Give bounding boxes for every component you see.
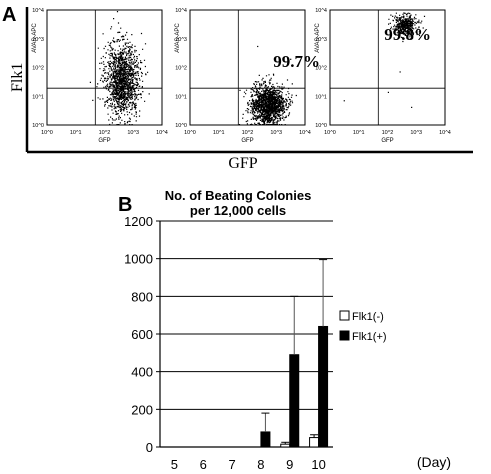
y-tick-label: 1000: [124, 252, 153, 267]
panel-b: B No. of Beating Colonies per 12,000 cel…: [118, 188, 451, 472]
stray-dot: [257, 45, 259, 48]
stray-dot: [399, 71, 401, 73]
y-tick-label: 10^2: [175, 66, 187, 72]
plot-y-axis-label: AVAS-APC: [315, 23, 321, 53]
legend-label-flk1-neg: Flk1(-): [352, 311, 384, 323]
x-tick-label: 10^0: [184, 130, 196, 136]
dot-cluster: [388, 12, 426, 43]
bar-flk1-neg-day-9: [280, 443, 291, 448]
legend-swatch-flk1-pos: [339, 330, 350, 341]
panel-a: A Flk1 GFP 10^010^010^110^110^210^210^31…: [2, 4, 473, 172]
percent-annotation: 99.8%: [384, 25, 431, 44]
dot-plot-1: 10^010^0 10^1 10^1 10^2 10^2 10^3 10^3 10^4 10^4…: [32, 8, 168, 144]
dot-plot-3: 10^010^0 10^1 10^1 10^2 10^2 10^3 10^3 10^4 10^4…: [315, 8, 451, 144]
x-tick-label: 7: [228, 457, 235, 472]
legend-label-flk1-pos: Flk1(+): [352, 331, 387, 343]
y-tick-label: 10^0: [32, 123, 44, 129]
stray-dot: [135, 113, 137, 115]
percent-annotation: 99.7%: [273, 52, 320, 71]
x-unit-label: (Day): [417, 454, 451, 470]
flow-cytometry-plots: 10^010^010^110^110^210^210^310^310^410^4…: [32, 8, 451, 144]
x-tick-label: 8: [257, 457, 264, 472]
x-tick-label: 9: [286, 457, 293, 472]
legend-swatch-flk1-neg: [339, 310, 350, 321]
stray-dot: [114, 86, 116, 88]
bar-flk1-pos-day-10: [318, 325, 329, 448]
y-tick-label: 10^0: [315, 123, 327, 129]
stray-dot: [343, 100, 345, 102]
stray-dot: [387, 91, 390, 93]
dot-plot-2: 10^010^0 10^1 10^1 10^2 10^2 10^3 10^3 10^4 10^4…: [175, 8, 320, 144]
x-tick-label: 5: [171, 457, 178, 472]
legend: Flk1(-) Flk1(+): [339, 310, 387, 343]
chart-title-line1: No. of Beating Colonies: [165, 188, 312, 203]
plot-x-axis-label: GFP: [381, 138, 393, 144]
x-tick-label: 10^3: [270, 130, 282, 136]
dot-plot-frame: [329, 9, 446, 126]
x-tick-label: 10^4: [156, 130, 168, 136]
panel-a-label: A: [2, 4, 16, 26]
y-tick-label: 600: [131, 327, 153, 342]
panel-b-label: B: [118, 194, 132, 216]
stray-dot: [259, 84, 261, 86]
x-tick-label: 10^1: [353, 130, 365, 136]
y-tick-label: 10^1: [32, 94, 44, 100]
y-tick-label: 10^4: [175, 8, 187, 14]
x-tick-label: 10^2: [99, 130, 111, 136]
x-tick-label: 10^2: [382, 130, 394, 136]
y-tick-label: 10^0: [175, 123, 187, 129]
bar-chart: 0 200 400 600 800 1000 1200 5 6 7 8 9 10: [124, 214, 333, 472]
y-tick-label: 200: [131, 402, 153, 417]
stray-dot: [128, 93, 130, 95]
y-tick-label: 10^3: [32, 37, 44, 43]
y-tick-label: 0: [146, 440, 153, 455]
y-tick-label: 10^2: [315, 66, 327, 72]
bar-flk1-pos-day-8: [260, 431, 271, 448]
panel-a-y-axis-label: Flk1: [9, 63, 26, 92]
x-tick-label: 6: [200, 457, 207, 472]
y-tick-label: 10^3: [315, 37, 327, 43]
panel-a-x-axis-label: GFP: [228, 155, 257, 172]
y-tick-label: 1200: [124, 214, 153, 229]
y-tick-label: 800: [131, 289, 153, 304]
stray-dot: [290, 58, 292, 60]
y-tick-label: 10^4: [32, 8, 44, 14]
x-tick-label: 10^3: [127, 130, 139, 136]
stray-dot: [286, 109, 288, 111]
bar-flk1-neg-day-10: [309, 437, 320, 448]
x-tick-label: 10^1: [213, 130, 225, 136]
dot-plot-frame: [46, 9, 163, 126]
x-tick-label: 10: [311, 457, 325, 472]
x-tick-label: 10^4: [439, 130, 451, 136]
y-tick-label: 10^3: [175, 37, 187, 43]
y-tick-label: 10^1: [175, 94, 187, 100]
stray-dot: [109, 43, 111, 45]
x-tick-label: 10^0: [41, 130, 53, 136]
y-tick-label: 10^4: [315, 8, 327, 14]
x-tick-label: 10^3: [410, 130, 422, 136]
x-tick-label: 10^0: [324, 130, 336, 136]
plot-y-axis-label: AVAS-APC: [175, 23, 181, 53]
plot-x-axis-label: GFP: [98, 138, 110, 144]
x-tick-label: 10^2: [242, 130, 254, 136]
bar-flk1-pos-day-9: [289, 354, 300, 448]
y-tick-label: 10^2: [32, 66, 44, 72]
x-tick-label: 10^1: [70, 130, 82, 136]
dot-cluster: [89, 11, 150, 126]
y-tick-label: 10^1: [315, 94, 327, 100]
x-tick-label: 10^4: [299, 130, 311, 136]
plot-x-axis-label: GFP: [241, 138, 253, 144]
stray-dot: [411, 106, 413, 108]
chart-title-line2: per 12,000 cells: [190, 203, 286, 218]
dot-cluster: [238, 73, 297, 126]
plot-y-axis-label: AVAS-APC: [32, 23, 38, 53]
y-tick-label: 400: [131, 365, 153, 380]
